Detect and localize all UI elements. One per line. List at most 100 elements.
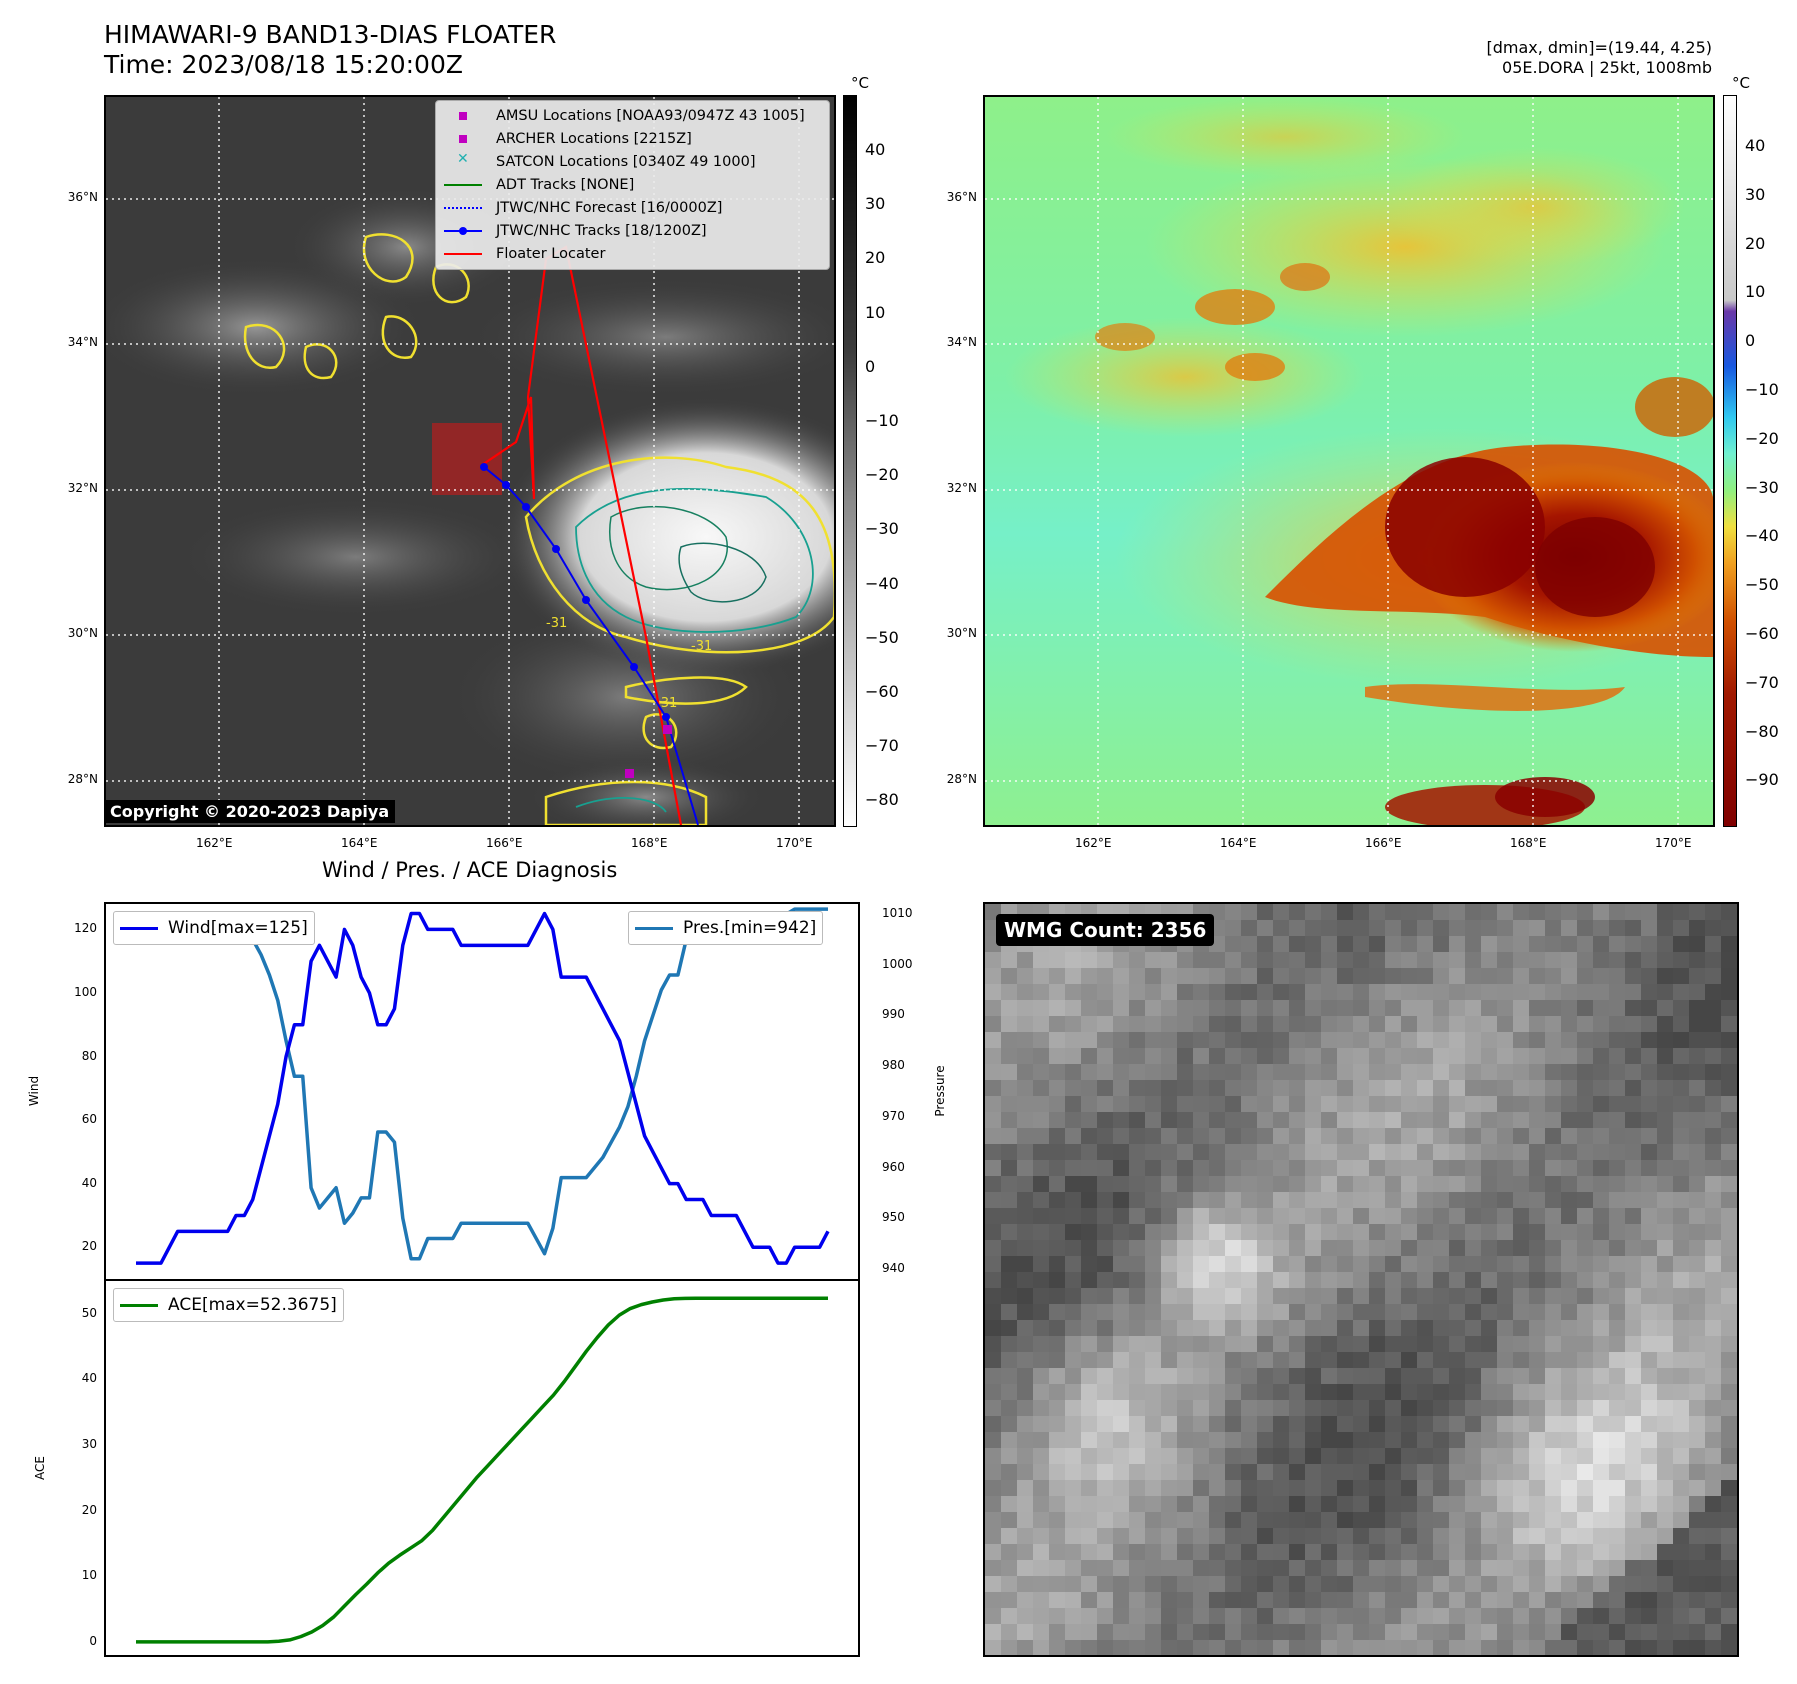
ace-tick-label: 50 <box>81 1305 97 1320</box>
color-map-panel <box>983 95 1715 827</box>
color-colorbar-tick: −80 <box>1745 721 1779 741</box>
ir-colorbar <box>843 95 857 827</box>
ir-colorbar-tick: −40 <box>865 573 899 593</box>
ace-line <box>136 1296 828 1644</box>
lon-label: 170°E <box>776 836 813 850</box>
floater-locater-track <box>481 245 683 825</box>
lon-label: 166°E <box>1365 836 1402 850</box>
lat-label: 36°N <box>67 190 98 204</box>
pres-legend: Pres.[min=942] <box>628 911 824 945</box>
color-colorbar-tick: −90 <box>1745 770 1779 790</box>
pressure-tick-label: 950 <box>882 1210 905 1225</box>
pressure-tick-label: 960 <box>882 1159 905 1174</box>
color-colorbar-tick: −20 <box>1745 428 1779 448</box>
satellite-title: HIMAWARI-9 BAND13-DIAS FLOATER <box>104 20 557 49</box>
wind-legend: Wind[max=125] <box>113 911 315 945</box>
ir-colorbar-tick: 0 <box>865 356 876 376</box>
ir-colorbar-tick: 30 <box>865 194 886 214</box>
color-colorbar-tick: 40 <box>1745 136 1766 155</box>
lat-label: 34°N <box>67 335 98 349</box>
contour-label: -31 <box>546 616 567 631</box>
color-colorbar-tick: −60 <box>1745 624 1779 643</box>
ace-tick-label: 10 <box>81 1568 97 1583</box>
ir-colorbar-tick: −20 <box>865 465 899 485</box>
lon-label: 162°E <box>196 836 233 850</box>
lat-label: 30°N <box>946 626 977 640</box>
ir-colorbar-tick: 20 <box>865 248 886 268</box>
ir-colorbar-tick: −70 <box>865 736 899 756</box>
color-colorbar-tick: 10 <box>1745 282 1766 302</box>
copyright-badge: Copyright © 2020-2023 Dapiya <box>104 800 396 823</box>
pressure-tick-label: 1010 <box>882 906 913 921</box>
color-colorbar-tick: −40 <box>1745 526 1779 546</box>
ir-colorbar-tick: 40 <box>865 140 886 159</box>
lon-label: 170°E <box>1655 836 1692 850</box>
pressure-axis-label: Pressure <box>933 1065 947 1117</box>
wind-axis-label: Wind <box>27 1075 41 1107</box>
color-colorbar-tick: 30 <box>1745 184 1766 204</box>
color-colorbar-tick: −50 <box>1745 575 1779 595</box>
ir-colorbar-tick: 10 <box>865 302 886 322</box>
storm-label: 05E.DORA | 25kt, 1008mb <box>1502 58 1712 77</box>
pressure-tick-label: 940 <box>882 1260 905 1275</box>
lon-label: 166°E <box>486 836 523 850</box>
pressure-line <box>136 907 828 1261</box>
ace-panel <box>104 1279 860 1657</box>
lon-label: 162°E <box>1075 836 1112 850</box>
lon-label: 168°E <box>1510 836 1547 850</box>
lon-label: 168°E <box>631 836 668 850</box>
ir-colorbar-unit: °C <box>851 74 869 92</box>
ace-tick-label: 40 <box>81 1371 97 1386</box>
color-colorbar-tick: −10 <box>1745 380 1779 399</box>
storm-info: [dmax, dmin]=(19.44, 4.25) 05E.DORA | 25… <box>1487 38 1713 78</box>
lat-label: 32°N <box>946 481 977 495</box>
pressure-tick-label: 990 <box>882 1007 905 1022</box>
time-label: Time: 2023/08/18 15:20:00Z <box>104 50 463 79</box>
wind-tick-label: 60 <box>81 1112 97 1127</box>
ace-legend: ACE[max=52.3675] <box>113 1288 344 1322</box>
wmg-panel <box>983 902 1739 1657</box>
wind-tick-label: 80 <box>81 1048 97 1063</box>
color-colorbar-tick: −30 <box>1745 477 1779 497</box>
ir-colorbar-tick: −30 <box>865 519 899 539</box>
lat-label: 32°N <box>67 481 98 495</box>
wmg-count-badge: WMG Count: 2356 <box>996 914 1215 946</box>
legend-item-jtwc-tracks: JTWC/NHC Tracks [18/1200Z] <box>444 220 707 242</box>
wind-line <box>136 911 830 1265</box>
legend-item-archer: ARCHER Locations [2215Z] <box>444 128 692 150</box>
legend-item-floater: Floater Locater <box>444 243 605 265</box>
lon-label: 164°E <box>1220 836 1257 850</box>
lat-label: 28°N <box>67 772 98 786</box>
color-colorbar-tick: 20 <box>1745 233 1766 253</box>
color-map-gridlines <box>985 97 1713 825</box>
legend-item-adt: ADT Tracks [NONE] <box>444 174 634 196</box>
wmg-image <box>985 904 1737 1655</box>
legend-item-jtwc-forecast: JTWC/NHC Forecast [16/0000Z] <box>444 197 722 219</box>
color-colorbar-tick: 0 <box>1745 331 1756 351</box>
legend-item-amsu: AMSU Locations [NOAA93/0947Z 43 1005] <box>444 105 805 127</box>
wind-tick-label: 100 <box>74 984 97 999</box>
color-colorbar-tick: −70 <box>1745 672 1779 692</box>
jtwc-track <box>483 466 699 825</box>
contour-label: -31 <box>656 696 677 711</box>
legend-item-satcon: ✕ SATCON Locations [0340Z 49 1000] <box>457 151 756 170</box>
lon-label: 164°E <box>341 836 378 850</box>
jtwc-track-points <box>480 463 670 721</box>
amsu-location-marker <box>625 769 634 778</box>
wind-tick-label: 120 <box>74 921 97 936</box>
figure-title: HIMAWARI-9 BAND13-DIAS FLOATER Time: 202… <box>104 20 556 80</box>
diagnosis-title: Wind / Pres. / ACE Diagnosis <box>322 858 618 882</box>
pressure-tick-label: 980 <box>882 1058 905 1073</box>
color-colorbar <box>1723 95 1737 827</box>
wind-tick-label: 40 <box>81 1175 97 1190</box>
lat-label: 30°N <box>67 626 98 640</box>
ir-colorbar-tick: −80 <box>865 790 899 810</box>
pressure-tick-label: 970 <box>882 1108 905 1123</box>
ace-tick-label: 30 <box>81 1437 97 1452</box>
ace-tick-label: 0 <box>89 1633 97 1648</box>
ir-colorbar-tick: −10 <box>865 411 899 430</box>
ace-tick-label: 20 <box>81 1502 97 1517</box>
ace-axis-label: ACE <box>33 1456 47 1480</box>
lat-label: 28°N <box>946 772 977 786</box>
dmax-dmin-label: [dmax, dmin]=(19.44, 4.25) <box>1486 38 1713 57</box>
